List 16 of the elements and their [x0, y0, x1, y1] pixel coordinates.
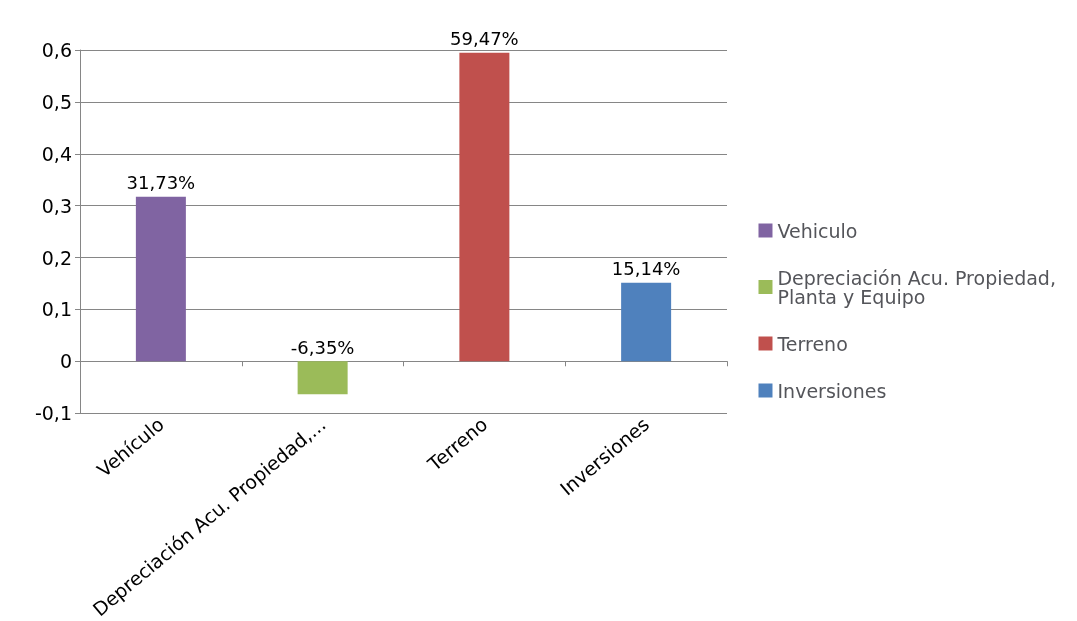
- y-tick-label: 0,5: [41, 90, 72, 113]
- data-label: 15,14%: [611, 258, 681, 280]
- data-label: 31,73%: [126, 172, 196, 194]
- y-tick-label: -0,1: [34, 402, 72, 425]
- data-label: 59,47%: [450, 28, 519, 50]
- y-tick-label: 0,4: [41, 142, 72, 165]
- y-tick-label: 0,6: [41, 39, 72, 61]
- y-tick-label: 0,3: [41, 194, 72, 217]
- legend-label: Terreno: [776, 332, 848, 355]
- legend-label: Vehiculo: [777, 219, 858, 242]
- y-tick-label: 0: [59, 350, 72, 373]
- y-tick-label: 0,2: [41, 246, 72, 269]
- y-tick-label: 0,1: [41, 298, 72, 321]
- legend-label: Depreciación Acu. Propiedad, Planta y Equipo: [777, 266, 1063, 308]
- data-label: -6,35%: [290, 336, 355, 358]
- legend-label: Inversiones: [777, 379, 887, 402]
